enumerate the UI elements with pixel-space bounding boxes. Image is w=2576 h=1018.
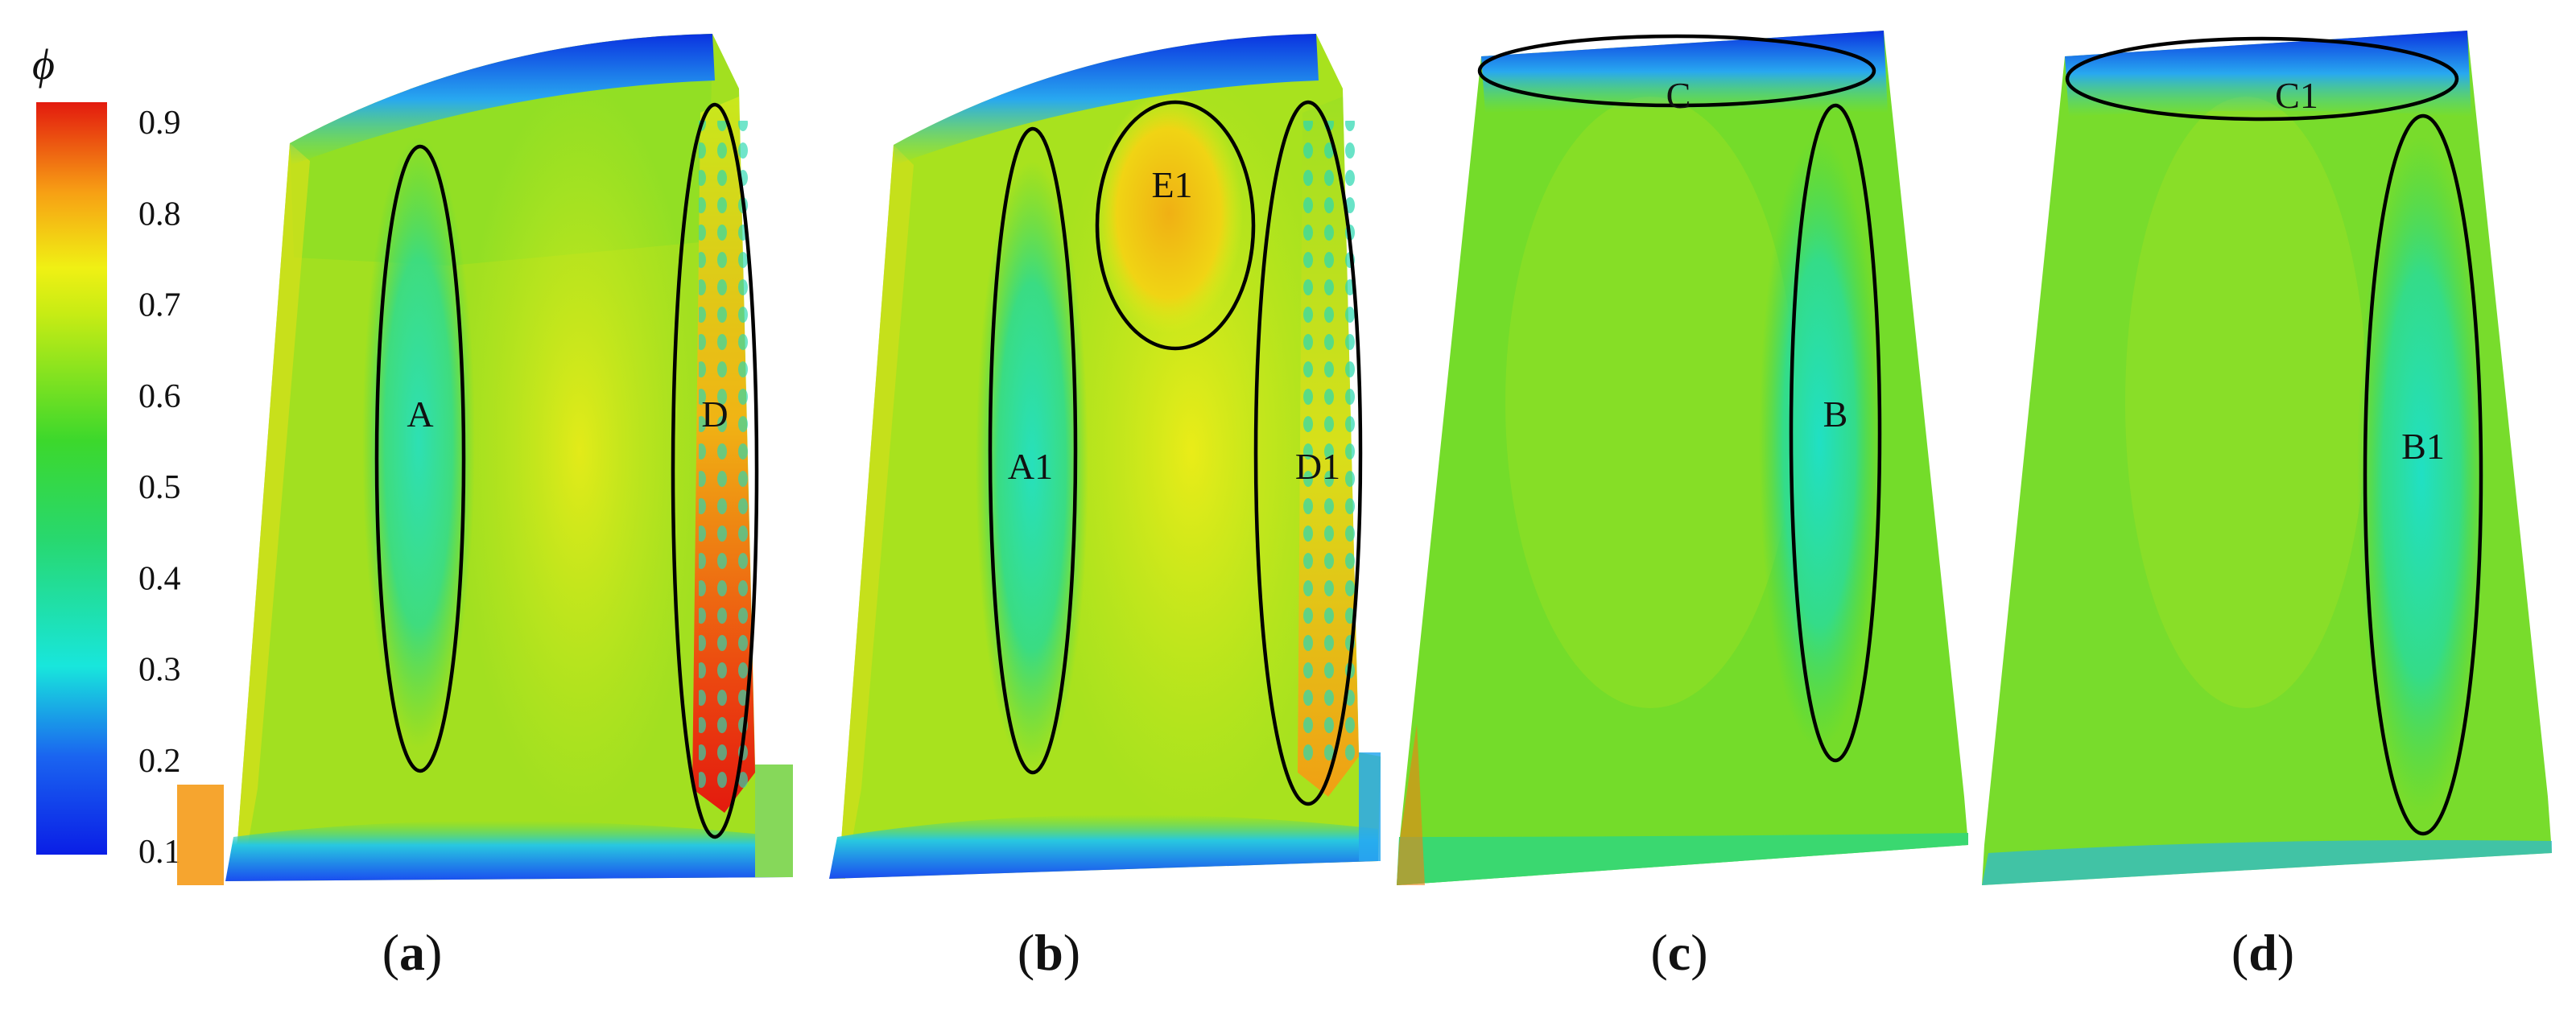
colorbar-tick-label: 0.2 (138, 743, 181, 780)
region-ellipse-A (374, 144, 466, 773)
hub-region (829, 814, 1378, 879)
colorbar-gradient (36, 102, 107, 855)
region-ellipse-A1 (988, 126, 1078, 775)
region-label: E1 (1151, 164, 1192, 205)
panel-caption: (b) (1018, 924, 1080, 981)
panel-caption: (a) (382, 924, 443, 981)
region-label: A1 (1008, 446, 1053, 487)
colorbar-symbol: ϕ (32, 40, 55, 89)
colorbar-ticks: 0.9 0.8 0.7 0.6 0.5 0.4 0.3 0.2 0.1 (138, 105, 181, 871)
panel-caption: (d) (2231, 924, 2294, 981)
region-label: C (1666, 75, 1691, 116)
tip-region (290, 34, 715, 165)
hub-region (225, 821, 789, 881)
tip-region (894, 34, 1319, 165)
colorbar-tick-label: 0.3 (138, 652, 181, 689)
region-label: B1 (2401, 426, 2445, 467)
colorbar-tick-label: 0.4 (138, 560, 181, 597)
panel-d: C1 B1 (d) (1982, 31, 2552, 981)
region-ellipse-B (1789, 103, 1882, 763)
colorbar-tick-label: 0.9 (138, 105, 181, 142)
region-label: C1 (2275, 75, 2318, 116)
region-ellipse-E1 (1095, 100, 1256, 351)
region-ellipse-D (671, 102, 759, 839)
region-label: A (407, 394, 433, 435)
panel-b: A1 D1 E1 (b) (829, 34, 1381, 981)
region-label: B (1823, 394, 1848, 435)
region-label: D1 (1295, 446, 1340, 487)
region-ellipse-C (1477, 34, 1876, 108)
hot-spot (1095, 93, 1243, 334)
region-ellipse-C1 (2065, 36, 2459, 122)
panel-caption: (c) (1650, 924, 1707, 981)
colorbar: ϕ 0.9 0.8 0.7 0.6 0.5 0.4 0.3 0.2 0.1 (32, 40, 181, 871)
region-ellipse-D1 (1253, 100, 1363, 806)
region-label: D (701, 394, 728, 435)
tip-region (1481, 31, 1888, 113)
colorbar-tick-label: 0.1 (138, 834, 181, 871)
colorbar-tick-label: 0.5 (138, 469, 181, 506)
tip-region (2065, 31, 2471, 117)
colorbar-tick-label: 0.7 (138, 287, 181, 324)
panel-c: C B (c) (1397, 31, 1968, 981)
region-ellipse-B1 (2363, 113, 2483, 836)
colorbar-tick-label: 0.8 (138, 196, 181, 233)
colorbar-tick-label: 0.6 (138, 378, 181, 415)
panel-a: A D (a) (177, 34, 793, 981)
